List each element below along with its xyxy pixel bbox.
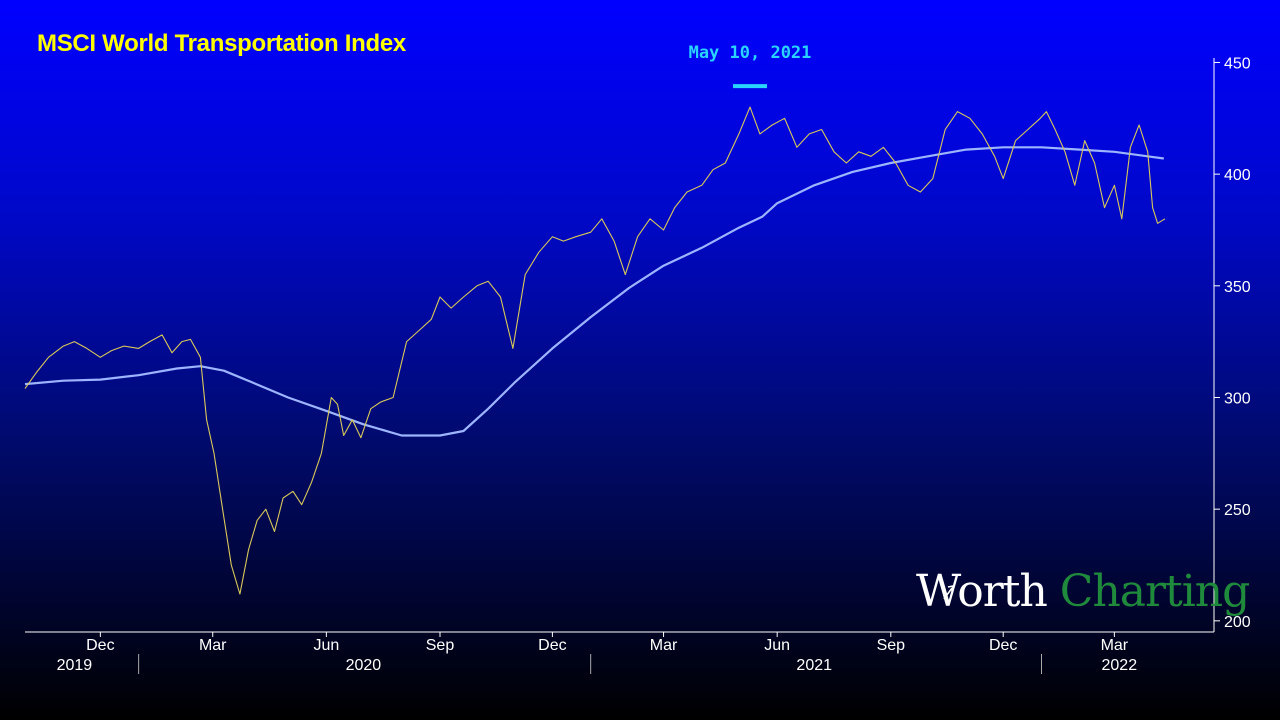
y-axis-ticks: 200 250 300 350 400 450: [1214, 55, 1251, 631]
y-tick-label: 450: [1224, 55, 1251, 72]
peak-annotation: May 10, 2021: [689, 43, 812, 63]
moving-average-line: [24, 146, 1164, 437]
x-tick-label: Dec: [989, 637, 1017, 654]
x-tick-label: Sep: [426, 637, 455, 654]
year-label: 2020: [346, 657, 382, 674]
x-tick-label: Dec: [86, 637, 114, 654]
y-tick-label: 400: [1224, 167, 1251, 184]
x-tick-label: Dec: [538, 637, 566, 654]
price-line: [24, 106, 1166, 595]
y-tick-label: 300: [1224, 390, 1251, 407]
x-tick-label: Mar: [1101, 637, 1129, 654]
watermark-logo: Worth Charting: [916, 566, 1251, 617]
watermark-word-charting: Charting: [1059, 566, 1251, 617]
x-tick-label: Jun: [764, 637, 790, 654]
chart-title: MSCI World Transportation Index: [37, 30, 406, 57]
watermark-word-worth: Worth: [916, 566, 1048, 617]
x-tick-label: Sep: [877, 637, 906, 654]
y-tick-label: 350: [1224, 279, 1251, 296]
year-label: 2019: [57, 657, 93, 674]
y-tick-label: 250: [1224, 502, 1251, 519]
x-tick-label: Jun: [313, 637, 339, 654]
year-label: 2022: [1102, 657, 1138, 674]
x-axis-ticks: Dec Mar Jun Sep Dec Mar Jun Sep Dec Mar: [86, 632, 1129, 654]
arrow-icon: [942, 560, 956, 611]
year-labels: 2019 2020 2021 2022: [57, 654, 1138, 674]
year-label: 2021: [796, 657, 832, 674]
x-tick-label: Mar: [650, 637, 678, 654]
x-tick-label: Mar: [199, 637, 227, 654]
y-tick-label: 200: [1224, 614, 1251, 631]
